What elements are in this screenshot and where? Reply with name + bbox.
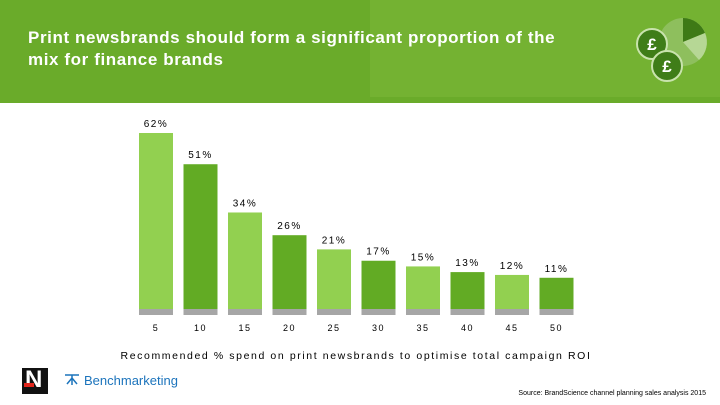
bar-10 — [183, 164, 218, 309]
bar-15 — [228, 212, 262, 309]
header-banner: £ £ Print newsbrands should form a signi… — [0, 0, 720, 103]
bar-base-5 — [139, 309, 173, 315]
x-tick-label-35: 35 — [416, 323, 429, 333]
x-tick-label-5: 5 — [153, 323, 160, 333]
data-label-35: 15% — [411, 252, 436, 263]
x-axis-label: Recommended % spend on print newsbrands … — [121, 350, 592, 362]
pound-coin-icon: £ — [636, 28, 668, 60]
x-tick-label-40: 40 — [461, 323, 474, 333]
bar-base-15 — [228, 309, 262, 315]
data-label-40: 13% — [455, 258, 480, 269]
data-label-15: 34% — [233, 198, 258, 209]
bar-35 — [406, 266, 440, 309]
bar-base-20 — [272, 309, 307, 315]
pound-coin-icon: £ — [651, 50, 683, 82]
benchmarketing-logo-icon — [65, 374, 79, 385]
bar-base-30 — [361, 309, 396, 315]
x-tick-label-50: 50 — [550, 323, 563, 333]
data-label-25: 21% — [322, 235, 347, 246]
data-label-20: 26% — [277, 221, 302, 232]
data-label-5: 62% — [144, 119, 169, 130]
header-decoration: £ £ — [370, 0, 720, 97]
bar-50 — [539, 277, 574, 309]
x-tick-label-10: 10 — [194, 323, 207, 333]
svg-text:£: £ — [662, 57, 672, 76]
bar-base-45 — [495, 309, 529, 315]
x-tick-label-30: 30 — [372, 323, 385, 333]
x-tick-label-15: 15 — [238, 323, 251, 333]
bar-45 — [495, 274, 529, 309]
benchmarketing-brand-name: Benchmarketing — [84, 373, 178, 388]
svg-text:£: £ — [647, 35, 657, 54]
bar-5 — [139, 133, 173, 309]
bar-base-40 — [450, 309, 485, 315]
page-title: Print newsbrands should form a significa… — [28, 28, 556, 69]
source-note: Source: BrandScience channel planning sa… — [518, 390, 706, 397]
x-tick-label-45: 45 — [505, 323, 518, 333]
bar-base-35 — [406, 309, 440, 315]
bar-base-10 — [183, 309, 218, 315]
data-label-30: 17% — [366, 247, 391, 258]
bar-20 — [272, 235, 307, 309]
data-label-10: 51% — [188, 150, 213, 161]
bar-base-50 — [539, 309, 574, 315]
bar-30 — [361, 260, 396, 309]
data-label-50: 11% — [545, 264, 569, 275]
data-label-45: 12% — [500, 261, 525, 272]
bar-25 — [317, 249, 351, 309]
x-tick-label-25: 25 — [327, 323, 340, 333]
bar-base-25 — [317, 309, 351, 315]
x-tick-label-20: 20 — [283, 323, 296, 333]
bar-40 — [450, 272, 485, 309]
newsworks-n-logo-icon: N — [22, 366, 48, 394]
